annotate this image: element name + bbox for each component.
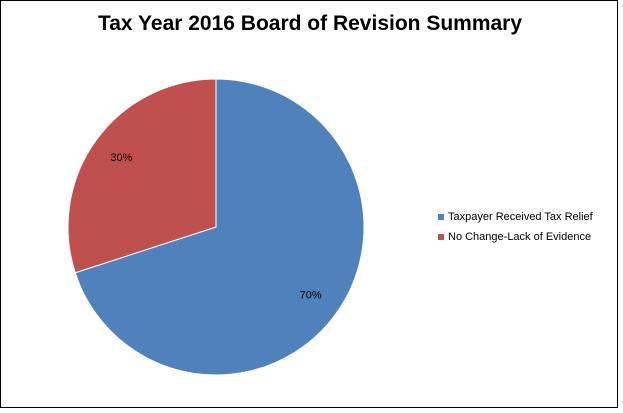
legend-label-no-change-lack-of-evidence: No Change-Lack of Evidence: [448, 231, 592, 243]
legend-swatch-taxpayer-received-tax-relief: [438, 214, 444, 220]
chart-title: Tax Year 2016 Board of Revision Summary: [97, 12, 523, 35]
pie-slice-taxpayer-received-tax-relief: [74, 78, 365, 376]
data-label-taxpayer-received-tax-relief: 70%: [300, 290, 322, 302]
chart-frame: Tax Year 2016 Board of Revision Summary …: [0, 0, 618, 408]
pie-slice-no-change-lack-of-evidence: [67, 78, 217, 274]
legend-item-no-change-lack-of-evidence: No Change-Lack of Evidence: [438, 227, 593, 247]
legend-label-taxpayer-received-tax-relief: Taxpayer Received Tax Relief: [448, 211, 593, 223]
legend-swatch-no-change-lack-of-evidence: [438, 234, 444, 240]
pie-chart: 70% 30%: [67, 78, 365, 376]
data-label-no-change-lack-of-evidence: 30%: [110, 152, 132, 164]
legend-item-taxpayer-received-tax-relief: Taxpayer Received Tax Relief: [438, 207, 593, 227]
chart-legend: Taxpayer Received Tax Relief No Change-L…: [438, 207, 593, 247]
